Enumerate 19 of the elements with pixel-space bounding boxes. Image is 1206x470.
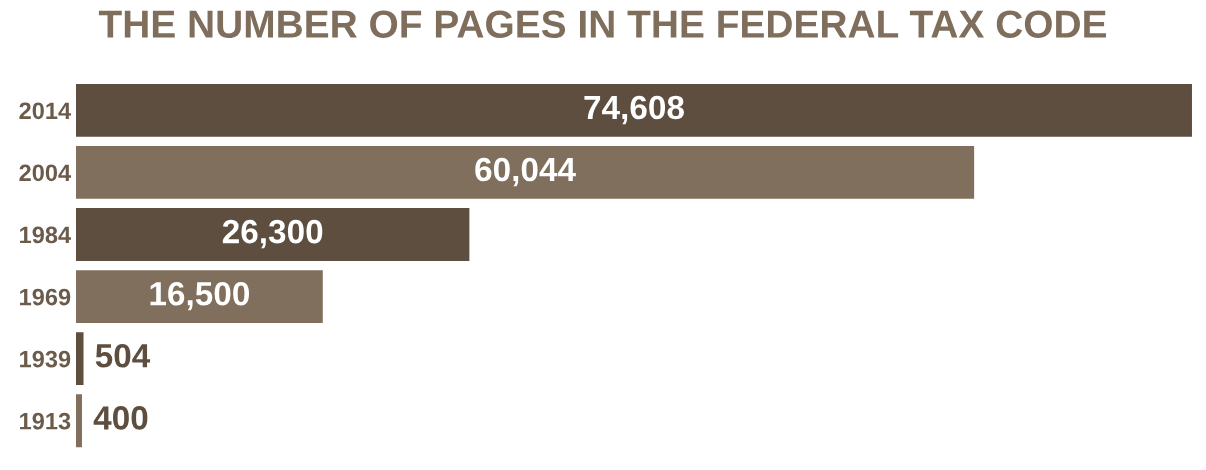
- bar: [75, 208, 470, 261]
- y-tick-label: 2004: [19, 164, 71, 182]
- data-label: 16,500: [150, 281, 249, 311]
- data-label: 504: [95, 344, 151, 368]
- y-tick-label: 1984: [20, 226, 71, 244]
- data-label: 74,608: [584, 95, 684, 125]
- bar: [75, 83, 1192, 137]
- y-tick-label: 1913: [20, 412, 71, 430]
- data-label: 400: [93, 406, 148, 430]
- bar: [75, 394, 82, 448]
- y-tick-label: 1939: [20, 350, 71, 368]
- data-label: 60,044: [475, 157, 576, 187]
- bar: [75, 332, 84, 386]
- y-tick-label: 1969: [20, 288, 71, 306]
- bar: [75, 270, 323, 323]
- data-label: 26,300: [222, 219, 323, 249]
- bar: [75, 146, 975, 199]
- chart-title: THE NUMBER OF PAGES IN THE FEDERAL TAX CODE: [98, 10, 1107, 38]
- y-tick-label: 2014: [19, 102, 71, 120]
